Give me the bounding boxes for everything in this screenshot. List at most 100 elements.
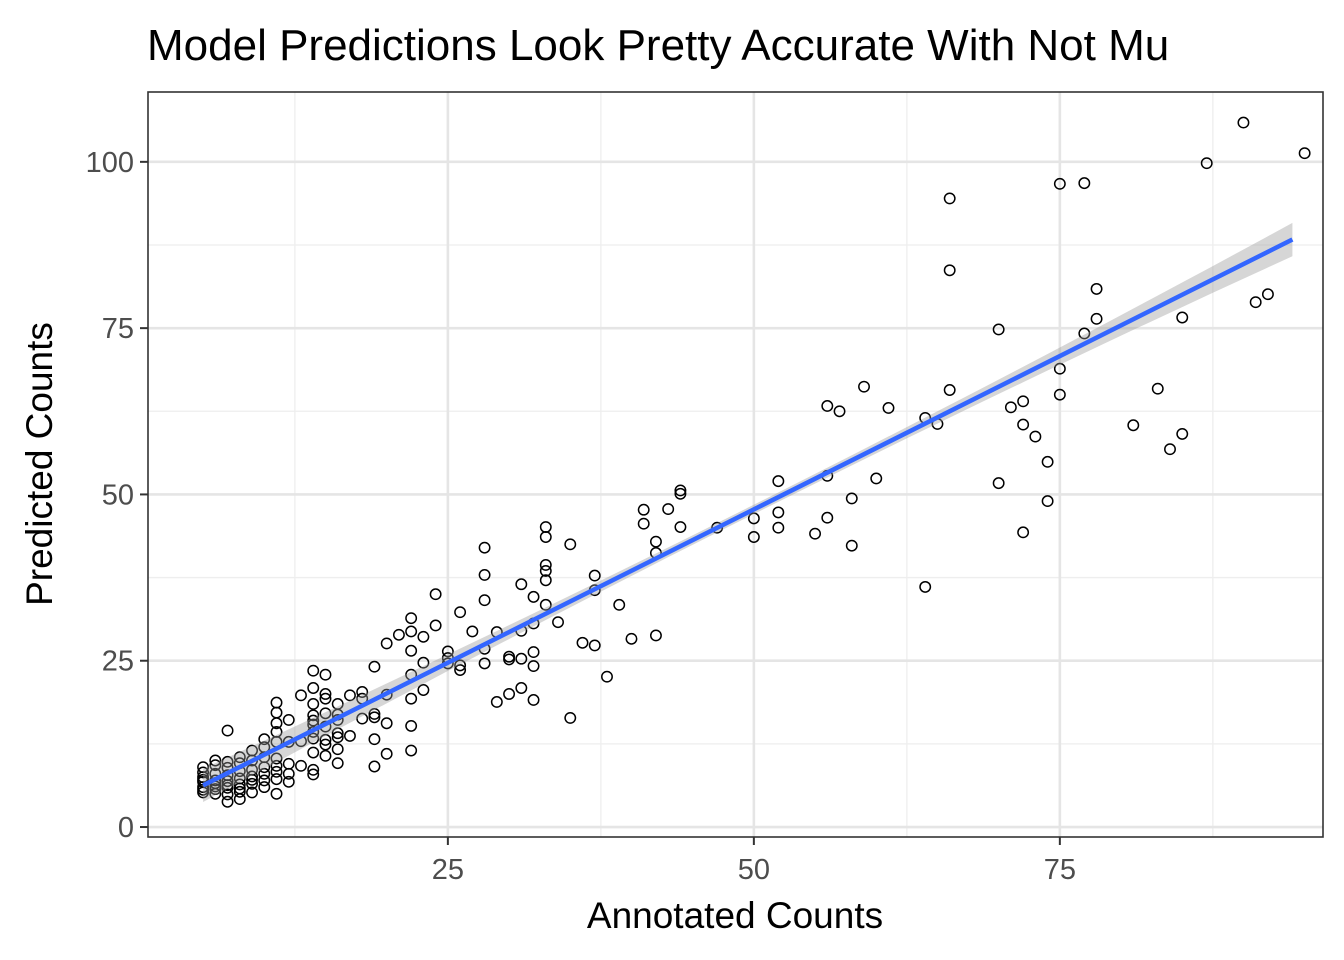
data-point: [870, 472, 883, 485]
data-point: [637, 517, 650, 530]
y-tick-label: 0: [118, 812, 134, 844]
data-point: [503, 650, 516, 663]
data-point: [539, 558, 552, 571]
data-point: [1053, 388, 1066, 401]
x-tick-label: 50: [738, 854, 770, 886]
data-point: [858, 380, 870, 393]
data-point: [233, 778, 246, 791]
data-point: [1151, 382, 1164, 395]
data-point: [527, 590, 540, 603]
y-tick-label: 75: [102, 313, 134, 345]
data-point: [270, 787, 283, 800]
data-point: [1237, 116, 1250, 129]
data-point: [197, 766, 210, 779]
data-point: [478, 541, 491, 554]
data-point: [919, 580, 932, 593]
data-point: [209, 783, 222, 796]
x-tick-label: 75: [1044, 854, 1076, 886]
data-point: [270, 759, 283, 772]
data-point: [601, 670, 613, 683]
data-point: [1041, 495, 1054, 508]
data-point: [405, 612, 418, 625]
data-point: [233, 785, 246, 798]
data-point: [270, 752, 283, 765]
data-point: [515, 682, 528, 694]
data-point: [258, 781, 271, 794]
data-point: [637, 503, 650, 516]
data-point: [809, 527, 822, 540]
data-point: [331, 698, 344, 710]
data-point: [221, 779, 234, 792]
data-point: [833, 405, 846, 418]
data-point: [368, 760, 381, 773]
data-point: [478, 657, 491, 670]
data-point: [747, 512, 760, 525]
data-point: [649, 535, 662, 548]
data-point: [221, 775, 234, 788]
data-point: [307, 709, 320, 722]
data-point: [405, 719, 418, 732]
data-point: [1164, 443, 1176, 456]
data-point: [380, 637, 393, 650]
data-point: [197, 761, 210, 774]
panel-border: [147, 91, 1324, 838]
data-point: [246, 744, 258, 757]
data-point: [307, 768, 320, 781]
data-point: [772, 521, 785, 534]
data-point: [429, 588, 442, 601]
data-point: [1017, 395, 1030, 408]
data-point: [405, 644, 418, 657]
data-point: [490, 696, 503, 708]
data-point: [270, 696, 283, 709]
data-point: [454, 664, 467, 676]
data-point: [331, 743, 344, 756]
data-point: [258, 733, 271, 746]
data-point: [478, 568, 491, 581]
data-point: [307, 682, 320, 694]
data-point: [1298, 147, 1311, 160]
data-point: [392, 628, 405, 641]
data-point: [539, 564, 552, 577]
data-point: [564, 538, 577, 551]
data-point: [1200, 157, 1213, 170]
data-point: [405, 744, 418, 757]
data-point: [295, 689, 307, 702]
data-point: [319, 749, 332, 762]
data-point: [319, 668, 332, 681]
data-point: [588, 639, 601, 652]
y-tick-label: 100: [86, 147, 134, 179]
data-point: [417, 630, 430, 643]
data-point: [319, 733, 332, 746]
data-point: [466, 625, 479, 638]
data-point: [1127, 419, 1140, 432]
data-point: [307, 664, 320, 677]
regression-line: [202, 237, 1294, 788]
data-point: [295, 759, 307, 772]
data-point: [772, 475, 785, 488]
data-point: [405, 692, 418, 705]
data-point: [649, 629, 662, 642]
y-tick-label: 50: [102, 479, 134, 511]
data-point: [307, 714, 320, 727]
data-point: [821, 400, 834, 412]
data-point: [417, 684, 430, 696]
y-tick-label: 25: [102, 646, 134, 678]
data-point: [1176, 311, 1189, 324]
data-point: [882, 402, 895, 414]
data-point: [992, 323, 1005, 336]
data-point: [246, 770, 258, 783]
data-point: [307, 732, 320, 745]
data-point: [209, 759, 222, 772]
data-point: [429, 619, 442, 632]
data-point: [1041, 455, 1054, 468]
data-point: [331, 727, 344, 740]
data-point: [503, 688, 516, 700]
data-point: [1090, 312, 1103, 325]
data-point: [209, 754, 222, 767]
data-point: [356, 686, 369, 698]
data-point: [233, 751, 246, 764]
data-point: [1176, 427, 1189, 440]
data-point: [1004, 401, 1017, 414]
chart-title: Model Predictions Look Pretty Accurate W…: [147, 21, 1169, 70]
data-point: [246, 786, 258, 799]
